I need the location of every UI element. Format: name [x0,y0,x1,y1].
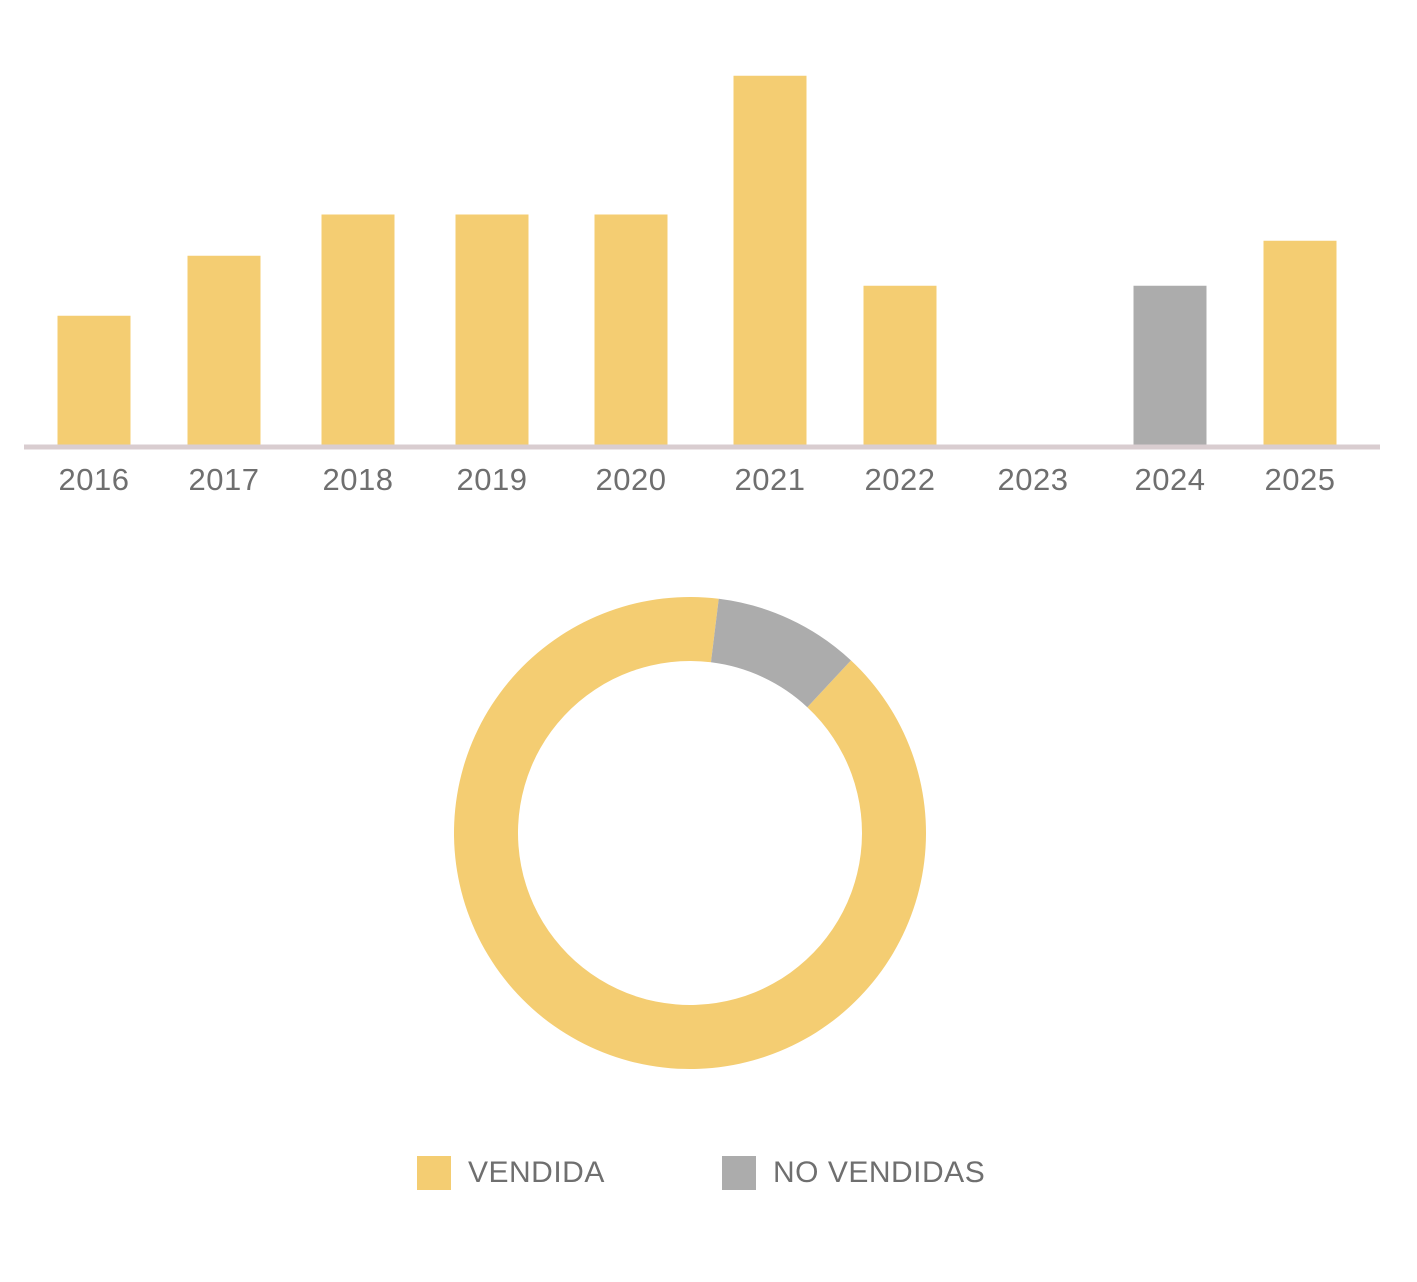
donut-slice-group [454,597,927,1069]
legend-label-vendida: VENDIDA [468,1156,605,1189]
bar-2024-no-vendidas [1133,285,1207,447]
donut-slice-no-vendidas [710,598,851,708]
bar-2025-vendida [1263,240,1337,447]
bar-2018-vendida [321,214,395,447]
x-tick-label-2018: 2018 [323,462,394,497]
bar-group [57,75,1337,447]
bar-2020-vendida [594,214,668,447]
legend: VENDIDA NO VENDIDAS [0,1155,1417,1195]
x-tick-label-2023: 2023 [998,462,1069,497]
x-tick-label-2025: 2025 [1265,462,1336,497]
x-tick-labels: 2016 2017 2018 2019 2020 2021 2022 2023 2024 2025 [59,462,1336,497]
x-tick-label-2020: 2020 [596,462,667,497]
legend-item-no-vendidas: NO VENDIDAS [722,1155,985,1191]
bar-2016-vendida [57,315,131,447]
bar-chart: 2016 2017 2018 2019 2020 2021 2022 2023 2024 2025 [24,75,1380,497]
x-tick-label-2022: 2022 [865,462,936,497]
donut-chart [454,597,927,1069]
x-tick-label-2019: 2019 [457,462,528,497]
bar-2021-vendida [733,75,807,447]
legend-swatch-no-vendidas [722,1156,756,1190]
legend-label-no-vendidas: NO VENDIDAS [773,1156,986,1189]
x-tick-label-2021: 2021 [735,462,806,497]
donut-slice-vendida [454,597,927,1069]
bar-2017-vendida [187,255,261,447]
x-tick-label-2017: 2017 [189,462,260,497]
bar-2022-vendida [863,285,937,447]
legend-item-vendida: VENDIDA [417,1155,605,1191]
bar-2019-vendida [455,214,529,447]
legend-swatch-vendida [417,1156,451,1190]
x-tick-label-2024: 2024 [1135,462,1206,497]
x-tick-label-2016: 2016 [59,462,130,497]
